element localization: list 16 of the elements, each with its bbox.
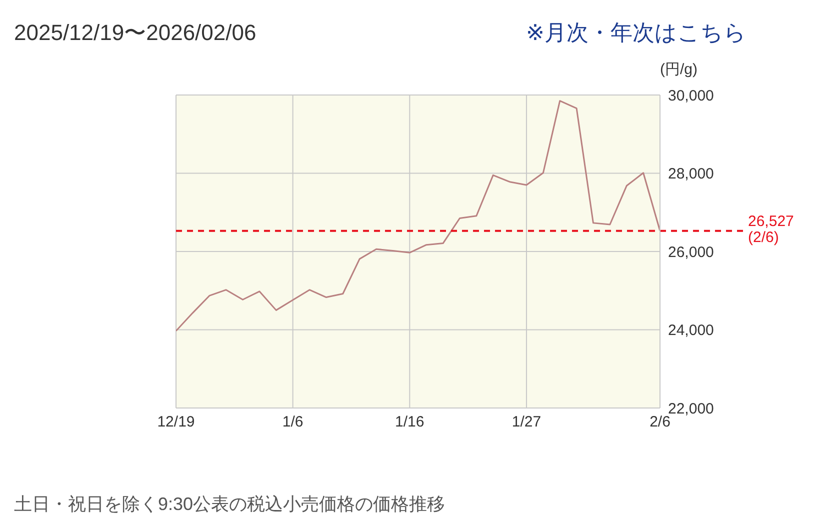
text: 土日・祝日を除く9:30公表の税込小売価格の価格推移 bbox=[14, 493, 446, 516]
x-tick-label: 1/6 bbox=[282, 414, 304, 431]
y-tick-label: 28,000 bbox=[668, 166, 714, 183]
y-tick-label: 26,000 bbox=[668, 244, 714, 261]
y-tick-label: 30,000 bbox=[668, 87, 714, 104]
ref-line-label: 26,527 (2/6) bbox=[748, 212, 794, 246]
x-tick-label: 1/27 bbox=[512, 414, 542, 431]
y-tick-label: 24,000 bbox=[668, 322, 714, 340]
y-axis-title: (円/g) bbox=[660, 60, 698, 79]
x-tick-label: 2/6 bbox=[650, 414, 670, 431]
text: ※月次・年次はこちら bbox=[526, 19, 746, 47]
x-tick-label: 12/19 bbox=[157, 414, 195, 431]
x-tick-label: 1/16 bbox=[395, 414, 424, 431]
y-tick-label: 22,000 bbox=[668, 400, 714, 418]
chart-title: 2025/12/19〜2026/02/06 bbox=[14, 19, 256, 47]
line-series bbox=[176, 100, 660, 332]
